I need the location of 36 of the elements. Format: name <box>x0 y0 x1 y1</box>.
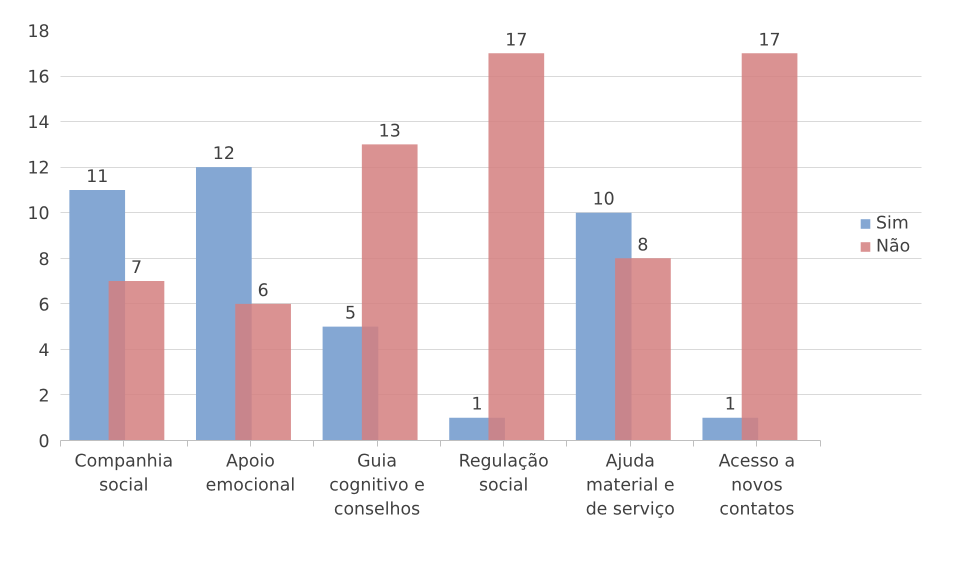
data-label: 1 <box>724 394 736 415</box>
data-label: 12 <box>212 144 235 164</box>
data-label: 7 <box>130 258 142 278</box>
bar <box>235 304 291 440</box>
y-tick-label: 0 <box>38 432 50 452</box>
data-label: 13 <box>378 121 401 142</box>
data-label: 6 <box>258 280 269 301</box>
data-label: 1 <box>472 394 483 415</box>
x-tick-label: Acesso a novos contatos <box>718 452 796 520</box>
data-label: 17 <box>505 30 528 50</box>
x-tick-label: Guia cognitivo e conselhos <box>329 452 425 520</box>
bar <box>488 53 544 440</box>
bar <box>108 281 164 440</box>
legend-label: Não <box>876 236 912 256</box>
y-tick-label: 2 <box>38 386 50 406</box>
y-tick-label: 8 <box>38 250 50 270</box>
y-tick-label: 18 <box>27 22 50 42</box>
y-tick-label: 4 <box>38 340 50 361</box>
y-tick-label: 10 <box>27 204 50 224</box>
y-tick-label: 16 <box>27 68 50 88</box>
data-label: 10 <box>592 190 615 210</box>
x-tick-label: Regulação social <box>458 452 549 496</box>
data-label: 8 <box>637 235 648 256</box>
x-tick-label: Companhia social <box>74 452 174 496</box>
bar <box>362 144 418 440</box>
data-label: 17 <box>758 30 781 50</box>
y-tick-label: 14 <box>27 113 50 134</box>
y-tick-label: 6 <box>38 295 50 316</box>
legend-label: Sim <box>876 214 910 234</box>
data-label: 5 <box>344 304 356 324</box>
data-label: 11 <box>86 166 108 187</box>
bar <box>615 258 671 440</box>
x-tick-label: Ajuda material e de serviço <box>586 452 675 520</box>
y-tick-label: 12 <box>27 158 50 179</box>
bar <box>742 53 798 440</box>
x-tick-label: Apoio emocional <box>206 452 296 496</box>
